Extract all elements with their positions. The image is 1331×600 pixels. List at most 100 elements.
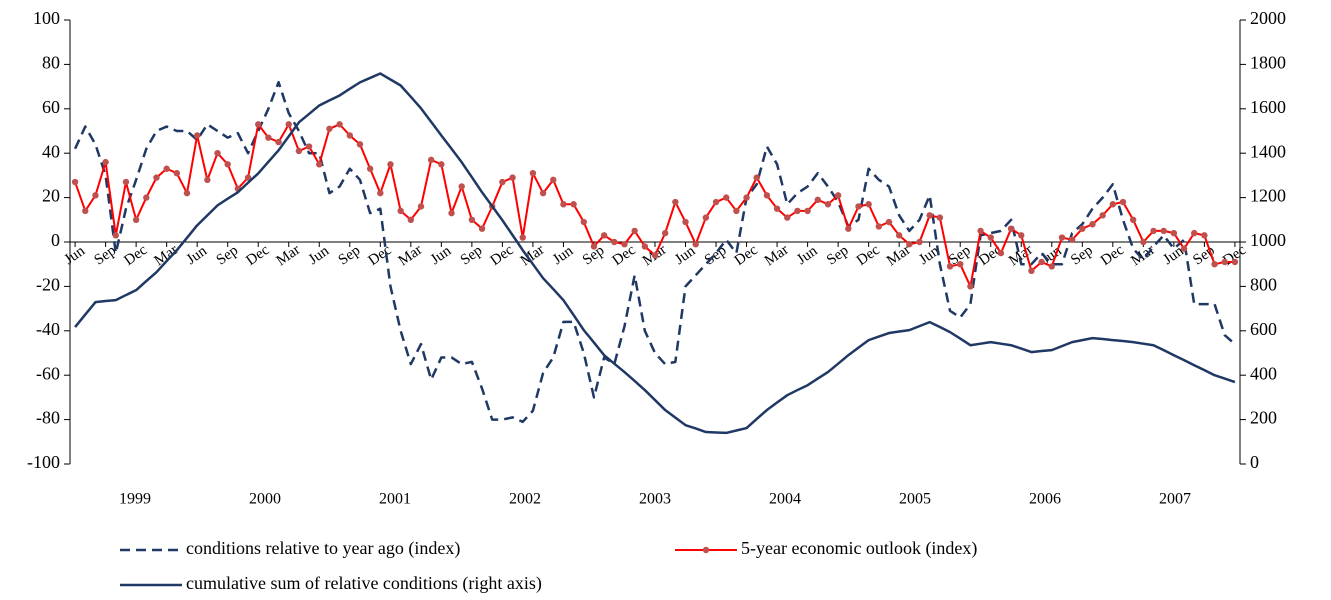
x-tick-label: Jun: [550, 243, 577, 268]
data-point: [855, 203, 862, 210]
data-point: [600, 232, 608, 239]
year-label: 2001: [379, 491, 411, 508]
data-point: [204, 176, 211, 184]
data-point: [1140, 238, 1147, 246]
data-point: [590, 243, 598, 250]
data-point: [651, 252, 659, 259]
data-point: [255, 121, 262, 128]
data-point: [1160, 227, 1167, 235]
data-point: [305, 143, 313, 150]
data-point: [723, 194, 730, 201]
data-point: [539, 189, 547, 197]
year-label: 1999: [119, 491, 151, 508]
data-point: [183, 189, 191, 197]
y2-tick-label: 600: [1250, 319, 1277, 339]
y-tick-label: -20: [36, 275, 60, 295]
data-point: [1007, 225, 1015, 232]
series-line: [74, 72, 1236, 435]
y-tick-label: -60: [36, 363, 60, 383]
data-point: [895, 232, 903, 239]
data-point: [1028, 267, 1035, 275]
y-tick-label: -80: [36, 408, 60, 428]
data-point: [112, 232, 119, 239]
data-point: [122, 178, 130, 186]
year-label: 2000: [249, 491, 281, 508]
data-point: [661, 229, 669, 237]
data-point: [499, 178, 506, 186]
legend-item: 5-year economic outlook (index): [675, 538, 977, 559]
data-point: [214, 150, 221, 157]
data-point: [957, 261, 964, 268]
year-label: 2003: [639, 491, 671, 508]
legend-label: 5-year economic outlook (index): [741, 538, 977, 559]
y2-tick-label: 0: [1250, 452, 1259, 472]
x-tick-label: Dec: [1098, 242, 1127, 269]
data-point: [173, 169, 181, 177]
x-tick-label: Mar: [762, 242, 792, 269]
data-point: [712, 198, 720, 206]
data-point: [1231, 258, 1239, 266]
data-point: [753, 174, 760, 181]
data-point: [641, 243, 649, 250]
data-point: [102, 158, 109, 166]
data-point: [1201, 232, 1208, 239]
y2-tick-label: 2000: [1250, 8, 1286, 28]
y2-tick-label: 1400: [1250, 141, 1286, 161]
x-tick-label: Jun: [306, 243, 333, 268]
data-point: [265, 134, 272, 141]
data-point: [550, 176, 557, 184]
data-point: [1211, 261, 1218, 268]
data-point: [458, 183, 465, 190]
data-point: [1048, 263, 1055, 270]
data-point: [92, 192, 99, 199]
y-tick-label: 0: [51, 230, 60, 250]
x-tick-label: Dec: [243, 242, 272, 269]
data-point: [478, 225, 486, 232]
data-point: [733, 207, 740, 215]
legend-marker: [702, 546, 710, 554]
data-point: [580, 218, 587, 226]
data-point: [153, 174, 160, 181]
data-point: [417, 203, 425, 210]
legend-item: conditions relative to year ago (index): [120, 538, 460, 559]
data-point: [377, 189, 384, 197]
y2-tick-label: 200: [1250, 408, 1277, 428]
x-tick-label: Mar: [1128, 242, 1158, 269]
data-point: [366, 165, 374, 172]
legend-label: conditions relative to year ago (index): [186, 538, 460, 559]
data-point: [1089, 221, 1096, 228]
data-point: [804, 207, 811, 215]
x-tick-label: Sep: [336, 243, 364, 269]
data-point: [132, 216, 140, 223]
x-tick-label: Dec: [732, 242, 761, 269]
data-point: [967, 283, 974, 290]
x-tick-label: Mar: [274, 242, 304, 269]
x-tick-label: Dec: [365, 242, 394, 269]
y2-tick-label: 800: [1250, 275, 1277, 295]
data-point: [82, 207, 89, 215]
data-point: [1119, 198, 1127, 206]
year-label: 2002: [509, 491, 541, 508]
data-point: [387, 161, 394, 168]
data-point: [743, 194, 750, 201]
data-point: [336, 121, 343, 128]
data-point: [1221, 258, 1228, 266]
data-point: [611, 238, 618, 246]
data-point: [784, 214, 791, 221]
x-tick-label: Jun: [428, 243, 455, 268]
data-point: [1018, 232, 1025, 239]
data-point: [1129, 216, 1137, 223]
data-point: [448, 209, 455, 217]
data-point: [865, 201, 872, 208]
year-label: 2005: [899, 491, 931, 508]
data-point: [1068, 236, 1076, 243]
data-point: [1170, 229, 1178, 237]
data-point: [977, 227, 984, 235]
y-tick-label: 100: [33, 8, 60, 28]
y2-tick-label: 1200: [1250, 186, 1286, 206]
data-point: [285, 121, 292, 128]
data-point: [346, 132, 353, 139]
y-tick-label: -40: [36, 319, 60, 339]
x-tick-label: Sep: [702, 243, 730, 269]
data-point: [1109, 201, 1117, 208]
